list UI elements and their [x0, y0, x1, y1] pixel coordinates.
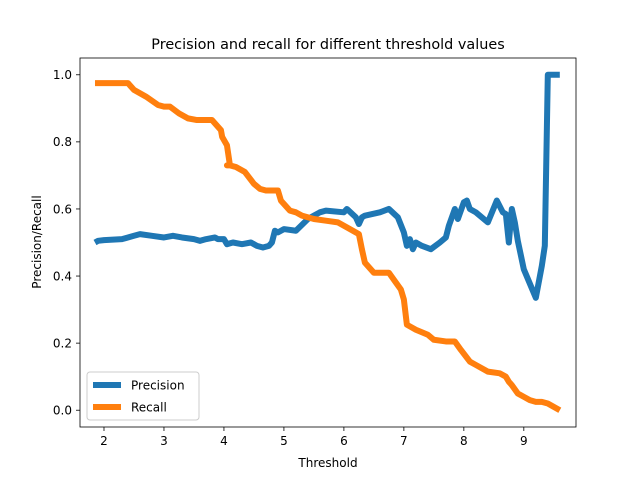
y-tick-label: 1.0: [53, 68, 72, 82]
y-tick-label: 0.2: [53, 336, 72, 350]
x-tick-label: 2: [100, 434, 108, 448]
x-tick-label: 7: [400, 434, 408, 448]
legend: Precision Recall: [86, 371, 200, 421]
x-tick-label: 5: [280, 434, 288, 448]
y-tick-label: 0.6: [53, 202, 72, 216]
legend-label-precision: Precision: [131, 378, 185, 392]
y-axis-label: Precision/Recall: [30, 195, 44, 288]
x-tick-label: 8: [460, 434, 468, 448]
plot-frame: [79, 57, 577, 428]
x-axis: 2 3 4 5 6 7 8 9: [100, 427, 528, 448]
x-axis-label: Threshold: [297, 456, 357, 470]
series-layer: [93, 71, 562, 413]
y-tick-label: 0.4: [53, 269, 72, 283]
y-tick-label: 0.8: [53, 135, 72, 149]
y-axis: 0.0 0.2 0.4 0.6 0.8 1.0: [53, 68, 80, 418]
chart-title: Precision and recall for different thres…: [151, 37, 504, 53]
legend-label-recall: Recall: [131, 400, 167, 414]
x-tick-label: 4: [220, 434, 228, 448]
x-tick-label: 6: [340, 434, 348, 448]
series-line-recall: [94, 80, 562, 413]
plot-area: [80, 58, 576, 427]
series-line-precision: [93, 71, 560, 301]
x-tick-label: 9: [520, 434, 528, 448]
y-tick-label: 0.0: [53, 404, 72, 418]
x-tick-label: 3: [160, 434, 168, 448]
